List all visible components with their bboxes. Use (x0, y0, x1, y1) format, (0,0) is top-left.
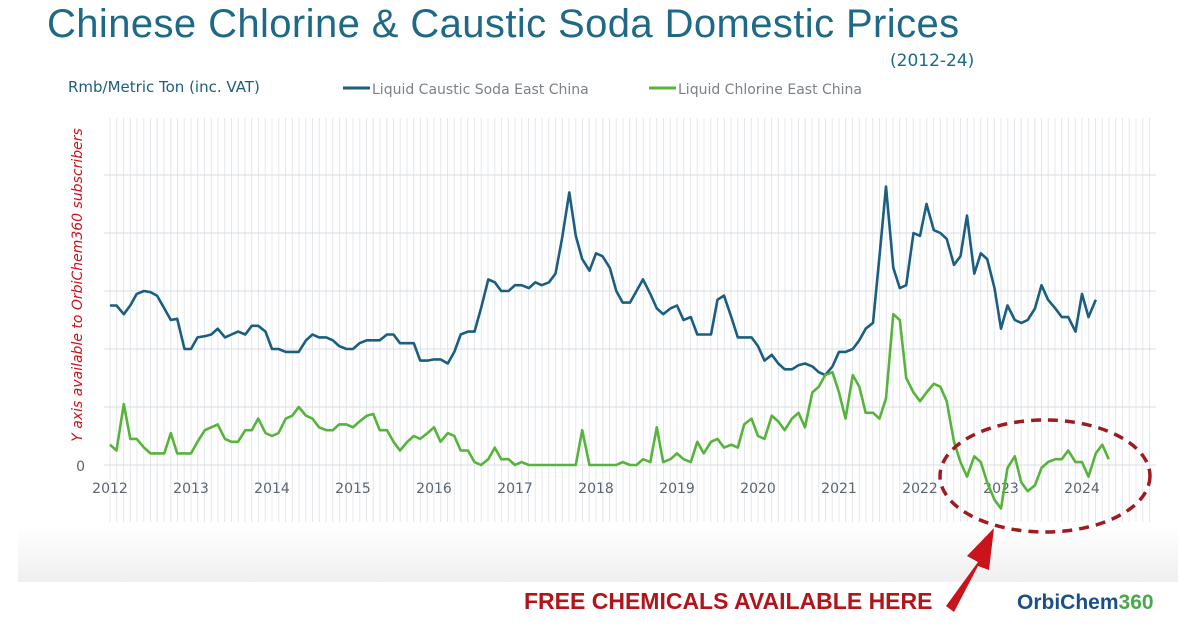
x-tick-label: 2024 (1064, 481, 1100, 497)
legend-label-chlorine: Liquid Chlorine East China (678, 82, 862, 98)
x-tick-label: 2022 (902, 481, 938, 497)
x-tick-label: 2014 (254, 481, 290, 497)
x-tick-label: 2016 (416, 481, 452, 497)
x-tick-label: 2020 (740, 481, 776, 497)
callout-arrow (946, 528, 994, 612)
y-tick-label-0: 0 (76, 459, 85, 475)
x-tick-label: 2019 (659, 481, 695, 497)
x-tick-label: 2018 (578, 481, 614, 497)
callout-ellipse (938, 418, 1152, 534)
x-tick-label: 2015 (335, 481, 371, 497)
x-tick-label: 2021 (821, 481, 857, 497)
free-chemicals-callout[interactable]: FREE CHEMICALS AVAILABLE HERE (524, 588, 933, 614)
y-axis-unit-label: Rmb/Metric Ton (inc. VAT) (68, 78, 260, 96)
logo-number: 360 (1118, 591, 1154, 614)
x-tick-label: 2017 (497, 481, 533, 497)
x-tick-label: 2013 (173, 481, 209, 497)
series-line-caustic-soda (110, 185, 1097, 377)
series-lines (109, 185, 1110, 510)
y-axis-note: Y axis available to OrbiChem360 subscrib… (70, 128, 86, 442)
page-subtitle: (2012-24) (890, 51, 975, 71)
logo-word: OrbiChem (1017, 591, 1119, 614)
grid (104, 118, 1156, 522)
x-tick-label: 2012 (92, 481, 128, 497)
page-title: Chinese Chlorine & Caustic Soda Domestic… (47, 2, 960, 46)
orbichem-logo: OrbiChem360 (1017, 591, 1154, 615)
legend-label-caustic: Liquid Caustic Soda East China (372, 82, 589, 98)
series-line-chlorine (109, 312, 1110, 510)
x-tick-labels: 2012 2013 2014 2015 2016 2017 2018 2019 2020 2021… (92, 481, 1100, 497)
